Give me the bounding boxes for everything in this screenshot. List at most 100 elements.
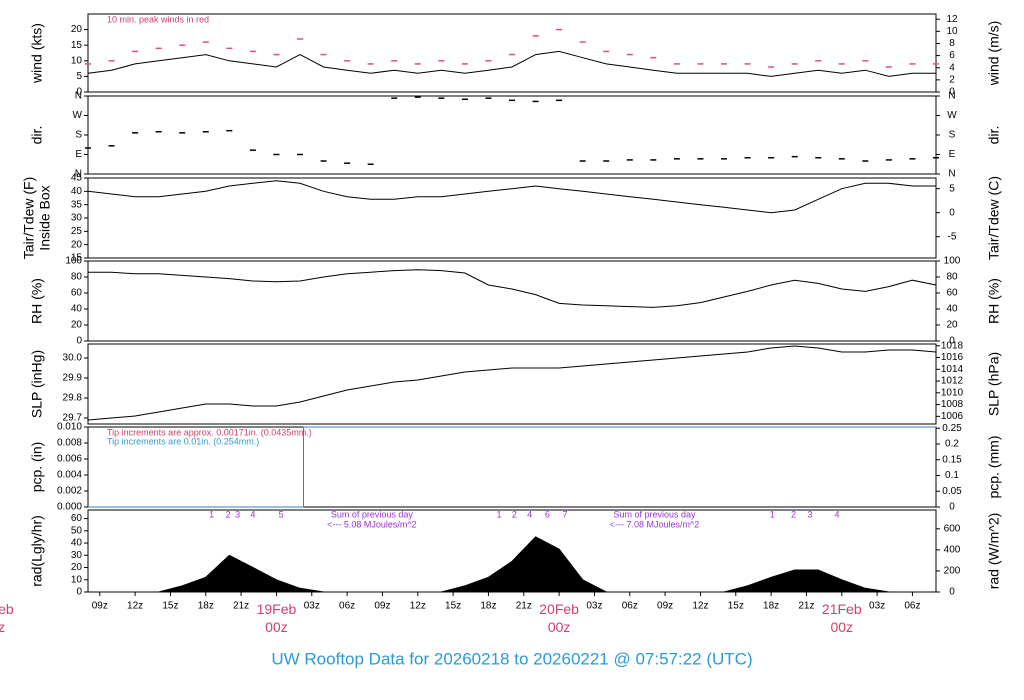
y2-axis-label: pcp. (mm) <box>986 436 1002 499</box>
y-tick-label: 29.9 <box>63 373 83 384</box>
y-axis-label: rad(Lgly/hr) <box>29 515 45 587</box>
note: Tip increments are approx. 0.00171in. (0… <box>107 427 312 437</box>
y2-tick-label: -5 <box>948 231 957 242</box>
annotation: Sum of previous day <box>613 509 696 519</box>
y-tick-label: 0.010 <box>57 422 82 433</box>
y-axis-label: pcp. (in) <box>29 442 45 493</box>
y2-tick-label: 8 <box>949 38 955 49</box>
annotation: 6 <box>545 509 550 519</box>
panel-frame <box>87 177 937 259</box>
x-tick-label: 06z <box>904 601 920 612</box>
y-tick-label: 0.004 <box>57 470 82 481</box>
y2-tick-label: 0 <box>949 502 955 513</box>
y-axis-label: dir. <box>29 126 45 145</box>
y2-tick-label: 5 <box>949 183 955 194</box>
y-tick-label: 0.006 <box>57 454 82 465</box>
x-tick-label: 03z <box>586 601 602 612</box>
x-tick-label: 12z <box>410 601 426 612</box>
y2-tick-label: 0 <box>949 587 955 598</box>
y-axis-label: wind (kts) <box>29 23 45 84</box>
x-tick-label: 06z <box>622 601 638 612</box>
y2-tick-label: 0.2 <box>945 439 959 450</box>
x-tick-label: 21z <box>233 601 249 612</box>
y2-tick-label: 12 <box>946 14 958 25</box>
chart-title: UW Rooftop Data for 20260218 to 20260221… <box>271 649 752 668</box>
y2-tick-label: 0 <box>949 207 955 218</box>
y-tick-label: 60 <box>71 288 83 299</box>
annotation: <--- 7.08 MJoules/m^2 <box>610 520 700 530</box>
y2-axis-label: dir. <box>986 126 1002 145</box>
y-tick-label: 0.002 <box>57 486 82 497</box>
y2-tick-label: E <box>949 149 956 160</box>
y-tick-label: 20 <box>71 239 83 250</box>
y-axis-label: Tair/Tdew (F) <box>21 177 37 259</box>
y-tick-label: 45 <box>71 173 83 184</box>
x-tick-label: 12z <box>127 601 143 612</box>
x-tick-label: 09z <box>657 601 673 612</box>
y-tick-label: 0 <box>76 587 82 598</box>
y2-tick-label: 80 <box>946 272 958 283</box>
y-tick-label: 5 <box>76 71 82 82</box>
x-date-label: 19Feb 00z <box>257 601 297 635</box>
y-tick-label: 40 <box>71 538 83 549</box>
y2-tick-label: 1014 <box>941 364 964 375</box>
y-axis-label: Inside Box <box>37 185 53 250</box>
y2-tick-label: W <box>947 110 957 121</box>
y-tick-label: 29.8 <box>63 393 83 404</box>
x-tick-label: 15z <box>728 601 744 612</box>
y-axis-label: RH (%) <box>29 278 45 324</box>
y-tick-label: 20 <box>71 24 83 35</box>
line <box>87 50 936 77</box>
y2-tick-label: 40 <box>946 304 958 315</box>
y2-tick-label: N <box>948 169 955 180</box>
line <box>88 269 937 308</box>
y2-tick-label: 1012 <box>941 376 964 387</box>
y-tick-label: 10 <box>71 55 83 66</box>
panel-frame <box>87 343 937 425</box>
x-tick-label: 03z <box>869 601 885 612</box>
x-tick-label: 06z <box>339 601 355 612</box>
line <box>88 426 936 508</box>
annotation: <--- 5.08 MJoules/m^2 <box>327 520 417 530</box>
annotation: 3 <box>807 509 812 519</box>
y2-axis-label: rad (W/m^2) <box>986 513 1002 590</box>
note: Tip increments are 0.01in. (0.254mm.) <box>107 436 259 446</box>
area <box>88 536 936 593</box>
y2-tick-label: 4 <box>949 62 955 73</box>
y2-tick-label: 1010 <box>941 387 964 398</box>
y-tick-label: E <box>75 149 82 160</box>
y2-tick-label: 1018 <box>941 340 964 351</box>
annotation: 1 <box>209 509 214 519</box>
x-tick-label: 15z <box>162 601 178 612</box>
y-tick-label: 30 <box>71 550 83 561</box>
y2-tick-label: 0.15 <box>942 454 962 465</box>
y2-axis-label: wind (m/s) <box>986 21 1002 87</box>
annotation: 5 <box>279 509 284 519</box>
y2-tick-label: 60 <box>946 288 958 299</box>
annotation: 4 <box>835 509 840 519</box>
y-tick-label: 10 <box>71 574 83 585</box>
y2-tick-label: 2 <box>949 75 955 86</box>
y-tick-label: 0 <box>76 87 82 98</box>
y2-tick-label: 600 <box>944 523 961 534</box>
y-tick-label: 40 <box>71 186 83 197</box>
y-tick-label: 100 <box>65 256 82 267</box>
annotation: 4 <box>527 509 532 519</box>
x-tick-label: 12z <box>692 601 708 612</box>
x-date-label: 18Feb00z <box>0 601 14 635</box>
y-tick-label: 80 <box>71 272 83 283</box>
y-tick-label: 30 <box>71 213 83 224</box>
y-tick-label: S <box>75 130 82 141</box>
x-tick-label: 18z <box>198 601 214 612</box>
x-tick-label: 09z <box>374 601 390 612</box>
x-tick-label: 15z <box>445 601 461 612</box>
annotation: 2 <box>226 509 231 519</box>
panel-frame <box>87 13 937 93</box>
y-axis-label: SLP (inHg) <box>29 350 45 418</box>
y2-tick-label: 0 <box>949 87 955 98</box>
y2-tick-label: S <box>949 130 956 141</box>
annotation: 4 <box>250 509 255 519</box>
y2-tick-label: 10 <box>946 26 958 37</box>
y-tick-label: 20 <box>71 320 83 331</box>
